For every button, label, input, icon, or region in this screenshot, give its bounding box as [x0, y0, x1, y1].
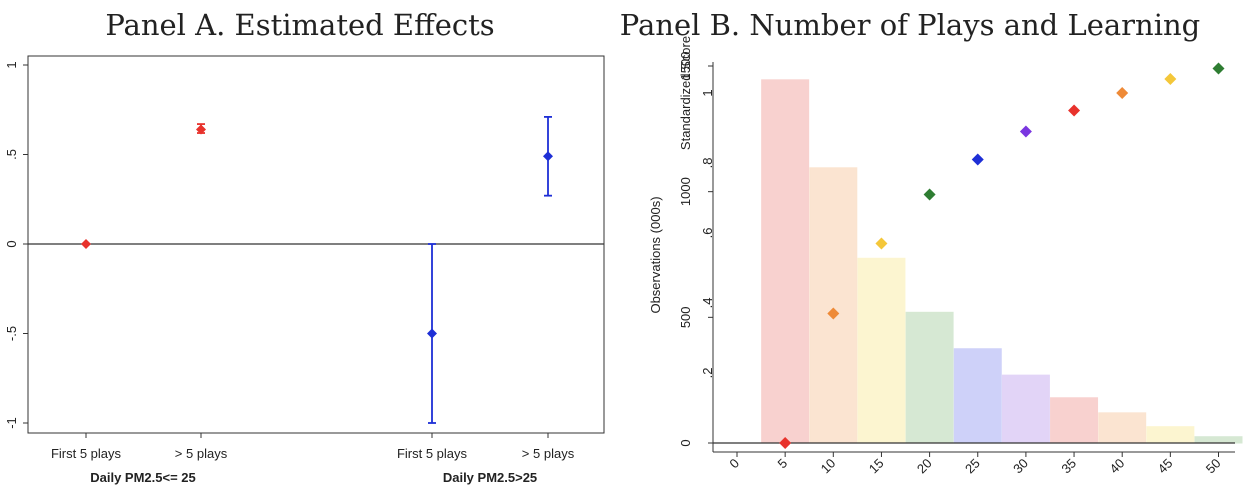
- y-tick-label: .5: [4, 149, 19, 160]
- x-tick-label: 25: [962, 456, 983, 477]
- observations-bar: [809, 167, 858, 444]
- left-y-tick-label: 1000: [678, 177, 693, 206]
- panel-b-title: Panel B. Number of Plays and Learning: [620, 8, 1200, 42]
- left-y-tick-label: 500: [678, 306, 693, 328]
- x-tick-label: 20: [914, 456, 935, 477]
- y-tick-label: -1: [4, 417, 19, 429]
- right-y-tick-label: .2: [700, 368, 715, 379]
- y-tick-label: 1: [4, 61, 19, 68]
- score-point: [1068, 104, 1081, 117]
- x-tick-label: 50: [1203, 456, 1224, 477]
- estimate-point: [196, 124, 206, 135]
- left-y-axis-label: Observations (000s): [648, 196, 663, 313]
- score-point: [875, 237, 888, 250]
- x-tick-label: 0: [726, 456, 742, 472]
- estimate-point: [543, 151, 553, 162]
- left-y-tick-label: 1500: [678, 52, 693, 81]
- x-tick-label: 45: [1155, 456, 1176, 477]
- group-label: Daily PM2.5<= 25: [90, 470, 196, 485]
- panel-b: Panel B. Number of Plays and Learning050…: [620, 8, 1243, 477]
- observations-bar: [953, 348, 1002, 444]
- observations-bar: [857, 257, 906, 444]
- y-tick-label: 0: [4, 240, 19, 247]
- left-y-tick-label: 0: [678, 439, 693, 446]
- score-point: [779, 437, 792, 449]
- score-point: [923, 188, 936, 201]
- observations-bar: [905, 311, 954, 444]
- score-point: [1164, 73, 1177, 85]
- right-y-tick-label: .8: [700, 158, 715, 169]
- observations-bar: [761, 79, 810, 444]
- x-tick-label: 10: [818, 456, 839, 477]
- score-point: [1116, 87, 1129, 99]
- right-y-tick-label: 1: [700, 89, 715, 96]
- right-y-tick-label: .6: [700, 228, 715, 239]
- x-tick-label: 15: [866, 456, 887, 477]
- x-tick-label: First 5 plays: [397, 446, 468, 461]
- score-point: [1212, 62, 1225, 75]
- x-tick-label: 5: [775, 456, 791, 472]
- x-tick-label: First 5 plays: [51, 446, 122, 461]
- right-y-axis-label: Standardized Score: [678, 36, 693, 150]
- group-label: Daily PM2.5>25: [443, 470, 537, 485]
- y-tick-label: -.5: [4, 326, 19, 341]
- score-point: [1019, 125, 1032, 138]
- observations-bar: [1146, 426, 1195, 444]
- x-tick-label: 40: [1106, 456, 1127, 477]
- x-tick-label: 35: [1058, 456, 1079, 477]
- x-tick-label: > 5 plays: [522, 446, 575, 461]
- panel-a-title: Panel A. Estimated Effects: [105, 8, 494, 42]
- panel-a: Panel A. Estimated Effects 1 .5 0 -.5 -1 First…: [4, 8, 605, 485]
- observations-bar: [1098, 412, 1147, 444]
- score-point: [971, 153, 984, 166]
- right-y-tick-label: .4: [700, 298, 715, 309]
- observations-bar: [1194, 436, 1243, 444]
- observations-bar: [1001, 374, 1050, 444]
- x-tick-label: 30: [1010, 456, 1031, 477]
- score-point: [827, 307, 840, 320]
- estimate-point: [81, 239, 91, 249]
- observations-bar: [1050, 397, 1099, 444]
- x-tick-label: > 5 plays: [175, 446, 228, 461]
- estimate-point: [427, 328, 437, 339]
